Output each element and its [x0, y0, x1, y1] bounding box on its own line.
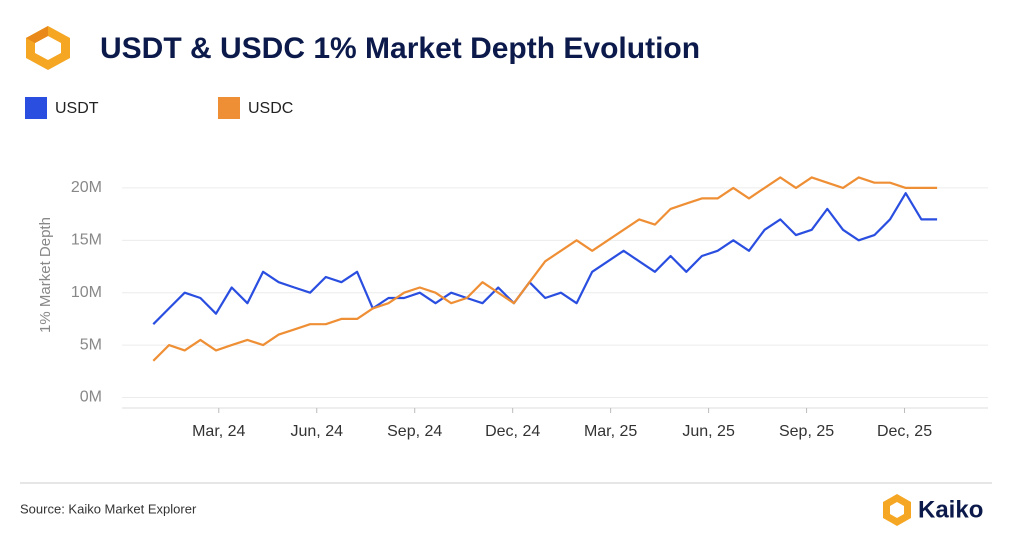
logo	[26, 26, 70, 70]
legend-swatch	[25, 97, 47, 119]
y-tick-label: 15M	[71, 232, 102, 249]
legend-swatch	[218, 97, 240, 119]
x-tick-label: Sep, 24	[387, 423, 442, 440]
y-tick-label: 5M	[80, 336, 102, 353]
x-tick-label: Jun, 25	[682, 423, 735, 440]
y-tick-label: 0M	[80, 389, 102, 406]
line-series	[152, 192, 938, 325]
x-tick-label: Mar, 24	[192, 423, 245, 440]
plot: 0M 5M 10M 15M 20M Mar, 24 Jun, 24 Sep, 24 Dec, 2…	[71, 176, 988, 440]
x-tick-label: Sep, 25	[779, 423, 834, 440]
x-tick-label: Dec, 25	[877, 423, 932, 440]
x-tick-label: Mar, 25	[584, 423, 637, 440]
source: Source: Kaiko Market Explorer	[20, 501, 197, 516]
title: USDT & USDC 1% Market Depth Evolution	[100, 32, 700, 65]
legend: USDT USDC	[25, 97, 293, 119]
x-tick-label: Jun, 24	[291, 423, 344, 440]
y-tick-label: 20M	[71, 179, 102, 196]
x-tick-label: Dec, 24	[485, 423, 540, 440]
brand: Kaiko	[918, 496, 983, 523]
legend-label: USDT	[55, 100, 99, 117]
line-series	[152, 176, 938, 362]
legend-label: USDC	[248, 100, 293, 117]
y-axis-label: 1% Market Depth	[37, 217, 54, 333]
brand-logo	[883, 494, 911, 526]
y-tick-label: 10M	[71, 284, 102, 301]
